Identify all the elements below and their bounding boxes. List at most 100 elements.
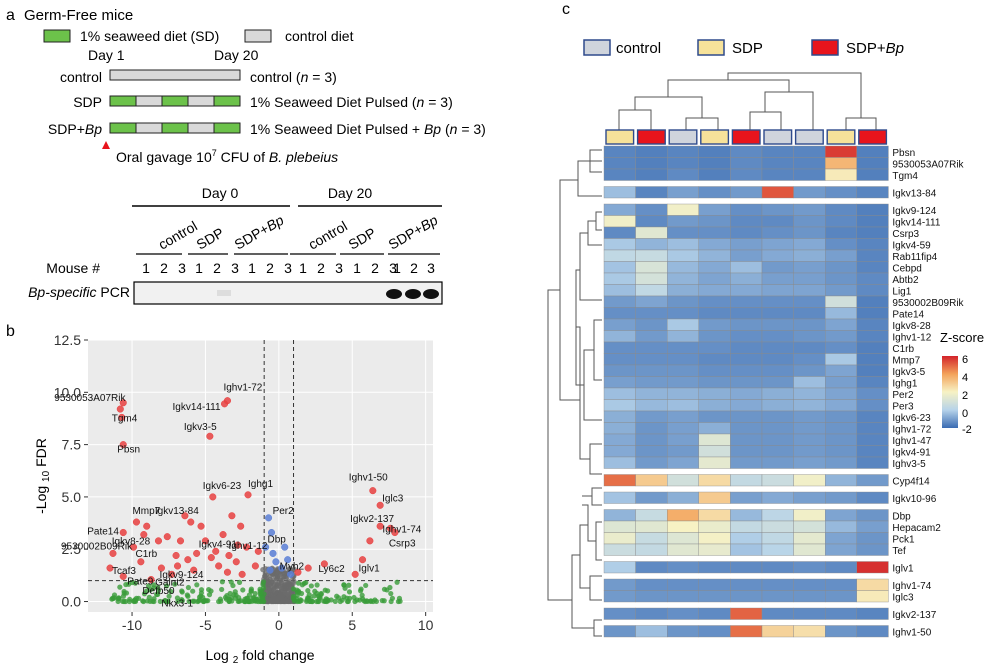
scatter-point (272, 558, 280, 566)
heatmap-cell (730, 590, 763, 603)
scatter-point (106, 564, 114, 572)
scatter-point (388, 590, 394, 597)
pcr-group-label: SDP+Bp (386, 212, 441, 253)
scatter-point (172, 551, 180, 560)
heatmap-cell (603, 284, 636, 297)
mouse-number: 2 (266, 260, 274, 276)
scatter-point (257, 586, 263, 592)
day-end-label: Day 20 (214, 47, 259, 63)
scatter-point (116, 405, 124, 413)
gene-label: Tef (892, 546, 906, 557)
scatter-point (187, 518, 195, 526)
mouse-number: 1 (299, 260, 307, 276)
legend-control-text: control (616, 40, 661, 57)
scatter-point (218, 598, 224, 604)
heatmap-cell (761, 491, 794, 504)
mouse-numbers: 1 2 3 1 2 3 1 2 3 1 2 3 1 2 31 2 3 (142, 260, 435, 276)
pcr-group-label: control (156, 218, 200, 253)
scatter-point (280, 598, 286, 604)
gene-label: Iglc3 (892, 593, 914, 604)
gene-label: Igkv8-28 (112, 537, 151, 548)
heatmap-cell (793, 399, 826, 412)
heatmap-cell (667, 387, 700, 400)
gene-label: Igkv4-91 (892, 448, 931, 459)
heatmap-cell (667, 186, 700, 199)
sdp-diet-bar (109, 95, 241, 107)
heatmap-cell (698, 364, 731, 377)
heatmap-cell (698, 272, 731, 285)
heatmap-cell (667, 261, 700, 274)
heatmap-cell (856, 145, 889, 158)
scatter-point (386, 524, 394, 532)
heatmap-cell (825, 532, 858, 545)
heatmap-cell (603, 307, 636, 320)
heatmap-cell (603, 532, 636, 545)
gavage-triangle-icon (102, 141, 110, 149)
heatmap-cell (730, 261, 763, 274)
scatter-point (379, 598, 385, 604)
heatmap-cell (635, 168, 668, 181)
scatter-point (132, 597, 138, 603)
heatmap-cell (825, 561, 858, 574)
heatmap-cell (825, 590, 858, 603)
heatmap-cell (825, 272, 858, 285)
heatmap-cell (793, 226, 826, 239)
heatmap-cell (635, 578, 668, 591)
heatmap-cell (793, 520, 826, 533)
heatmap-cell (761, 561, 794, 574)
heatmap-cell (667, 456, 700, 469)
heatmap-cell (856, 157, 889, 170)
heatmap-cell (730, 491, 763, 504)
legend-sdp-text: SDP (732, 40, 763, 57)
mouse-number: 1 (353, 260, 361, 276)
volcano-background-points (109, 565, 403, 605)
scatter-point (281, 543, 289, 551)
gene-label: Tgm4 (892, 171, 918, 182)
heatmap-cell (856, 607, 889, 620)
column-group-swatch (700, 129, 730, 145)
gene-label: Ighv3-5 (892, 459, 926, 470)
gene-label: Pate14 (87, 526, 119, 537)
scatter-point (267, 590, 274, 596)
heatmap-cell (793, 272, 826, 285)
heatmap-cell (635, 399, 668, 412)
heatmap-cell (761, 168, 794, 181)
panel-a: a Germ-Free mice 1% seaweed diet (SD) co… (6, 7, 486, 305)
scatter-point (181, 512, 189, 520)
heatmap-cell (856, 226, 889, 239)
gene-label: Ighv1-47 (892, 436, 931, 447)
mouse-number: 2 (371, 260, 379, 276)
heatmap-cell (856, 520, 889, 533)
heatmap-cell (603, 561, 636, 574)
heatmap-cell (698, 238, 731, 251)
heatmap-cell (825, 341, 858, 354)
heatmap-cell (635, 341, 668, 354)
heatmap-cell (793, 387, 826, 400)
heatmap-cell (730, 561, 763, 574)
scatter-point (282, 582, 288, 588)
heatmap-cell (730, 168, 763, 181)
heatmap-cell (793, 410, 826, 423)
heatmap-cell (667, 474, 700, 487)
heatmap-cell (603, 249, 636, 262)
y-tick-label: 2.5 (62, 541, 82, 557)
heatmap-cell (825, 186, 858, 199)
pcr-gel-image (133, 281, 443, 305)
heatmap-cell (856, 410, 889, 423)
heatmap-cell (793, 509, 826, 522)
mouse-number: 1 (393, 260, 401, 276)
y-tick-label: 12.5 (54, 332, 81, 348)
scatter-point (193, 549, 201, 557)
gene-label: Per2 (892, 390, 914, 401)
scatter-point (332, 598, 338, 605)
column-group-swatch (668, 129, 698, 145)
heatmap-cell (667, 532, 700, 545)
heatmap-cell (698, 330, 731, 343)
heatmap-cell (793, 157, 826, 170)
heatmap-cell (825, 215, 858, 228)
gene-label: Cebpd (892, 264, 921, 275)
scatter-point (312, 588, 318, 594)
heatmap-cell (730, 422, 763, 435)
scatter-point (172, 581, 178, 587)
